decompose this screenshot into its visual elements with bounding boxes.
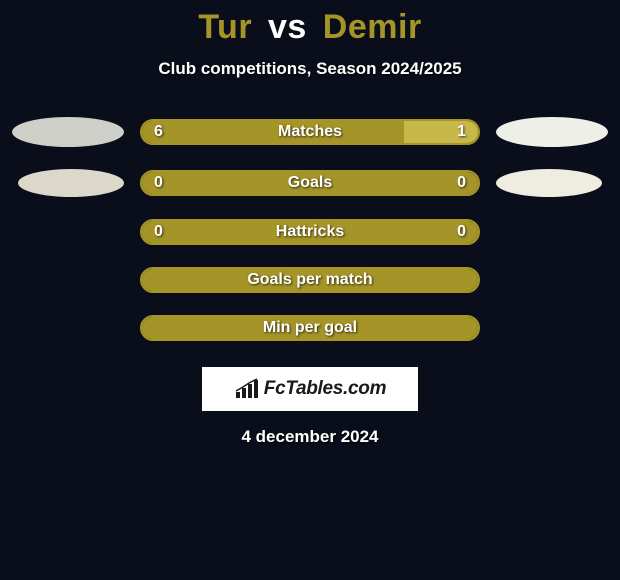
stat-label: Hattricks (276, 223, 344, 241)
stat-bar: Goals per match (140, 267, 480, 293)
stat-value-left: 6 (154, 123, 163, 141)
stat-label: Goals per match (247, 271, 372, 289)
stat-label: Min per goal (263, 319, 357, 337)
bar-fill-right (404, 121, 478, 143)
fctables-logo: FcTables.com (202, 367, 418, 411)
subtitle: Club competitions, Season 2024/2025 (0, 59, 620, 79)
stats-rows: 6 1 Matches 0 0 Goals 0 0 Hattricks Goals per mat… (0, 117, 620, 341)
player2-badge (496, 117, 608, 147)
stat-row: 0 0 Hattricks (0, 219, 620, 245)
stat-value-right: 0 (457, 223, 466, 241)
bar-chart-icon (234, 378, 260, 400)
player2-name: Demir (323, 8, 422, 46)
stat-value-left: 0 (154, 174, 163, 192)
player2-badge (496, 169, 602, 197)
stat-row: 0 0 Goals (0, 169, 620, 197)
stat-label: Matches (278, 123, 342, 141)
stat-bar: 6 1 Matches (140, 119, 480, 145)
stat-value-right: 1 (457, 123, 466, 141)
comparison-panel: Tur vs Demir Club competitions, Season 2… (0, 0, 620, 447)
bar-fill-left (142, 121, 404, 143)
logo-text: FcTables.com (264, 378, 386, 400)
stat-row: Goals per match (0, 267, 620, 293)
player1-name: Tur (198, 8, 252, 46)
page-title: Tur vs Demir (0, 8, 620, 47)
stat-bar: 0 0 Goals (140, 170, 480, 196)
vs-separator: vs (268, 8, 307, 46)
stat-row: Min per goal (0, 315, 620, 341)
stat-label: Goals (288, 174, 332, 192)
date-label: 4 december 2024 (0, 427, 620, 447)
player1-badge (18, 169, 124, 197)
stat-value-left: 0 (154, 223, 163, 241)
stat-value-right: 0 (457, 174, 466, 192)
stat-bar: Min per goal (140, 315, 480, 341)
stat-row: 6 1 Matches (0, 117, 620, 147)
stat-bar: 0 0 Hattricks (140, 219, 480, 245)
player1-badge (12, 117, 124, 147)
